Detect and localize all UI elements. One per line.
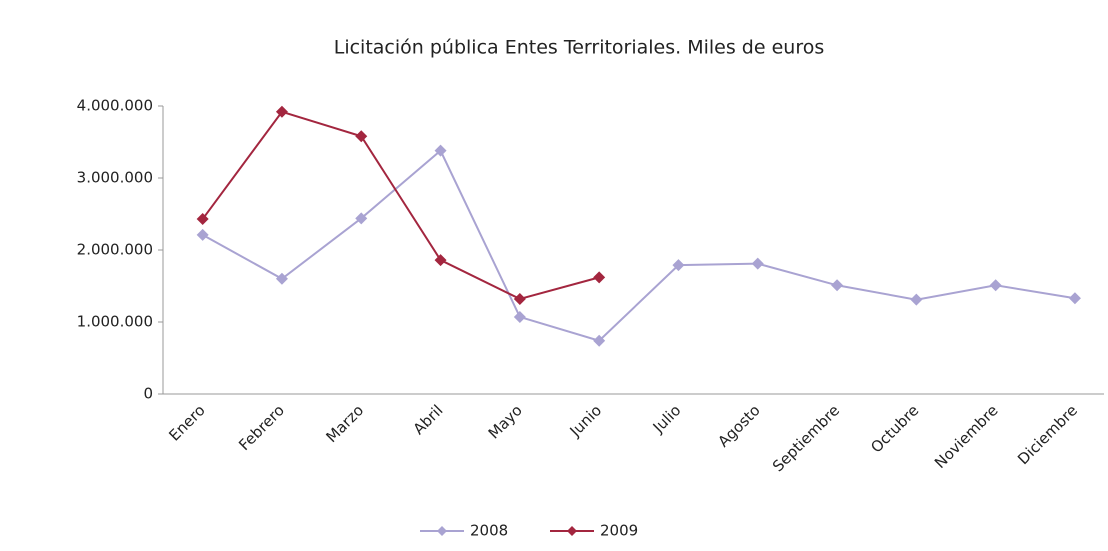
x-tick-label: Diciembre (1014, 401, 1081, 468)
x-tick-label: Enero (165, 401, 208, 444)
point (355, 130, 368, 143)
x-tick-label: Marzo (322, 401, 367, 446)
point (196, 228, 209, 241)
x-tick-label: Septiembre (769, 401, 843, 475)
point (593, 271, 606, 284)
series-line (201, 110, 600, 301)
y-tick-label: 2.000.000 (77, 241, 153, 259)
point (672, 259, 685, 272)
series-line (202, 149, 1076, 342)
point (355, 212, 368, 225)
legend-label: 2008 (470, 522, 508, 540)
x-tick-label: Mayo (485, 401, 526, 442)
x-tick-label: Junio (566, 401, 605, 440)
x-tick-label: Noviembre (931, 401, 1002, 472)
y-tick-label: 0 (143, 385, 153, 403)
y-tick-label: 1.000.000 (77, 313, 153, 331)
point (989, 279, 1002, 292)
legend-marker (437, 526, 447, 536)
point (275, 272, 288, 285)
legend-label: 2009 (600, 522, 638, 540)
chart-title: Licitación pública Entes Territoriales. … (334, 37, 825, 59)
point (434, 254, 447, 267)
point (751, 257, 764, 270)
legend-marker (567, 526, 577, 536)
point (910, 293, 923, 306)
x-tick-label: Agosto (714, 401, 763, 450)
point (513, 292, 526, 305)
x-tick-label: Abril (410, 401, 447, 438)
point (513, 310, 526, 323)
point (434, 144, 447, 157)
y-tick-label: 4.000.000 (77, 97, 153, 115)
y-tick-label: 3.000.000 (77, 169, 153, 187)
x-tick-label: Octubre (867, 401, 922, 456)
x-tick-label: Febrero (235, 401, 288, 454)
point (831, 279, 844, 292)
point (593, 334, 606, 347)
point (1068, 292, 1081, 305)
x-tick-label: Julio (649, 401, 685, 437)
point (196, 213, 209, 226)
point (275, 105, 288, 118)
